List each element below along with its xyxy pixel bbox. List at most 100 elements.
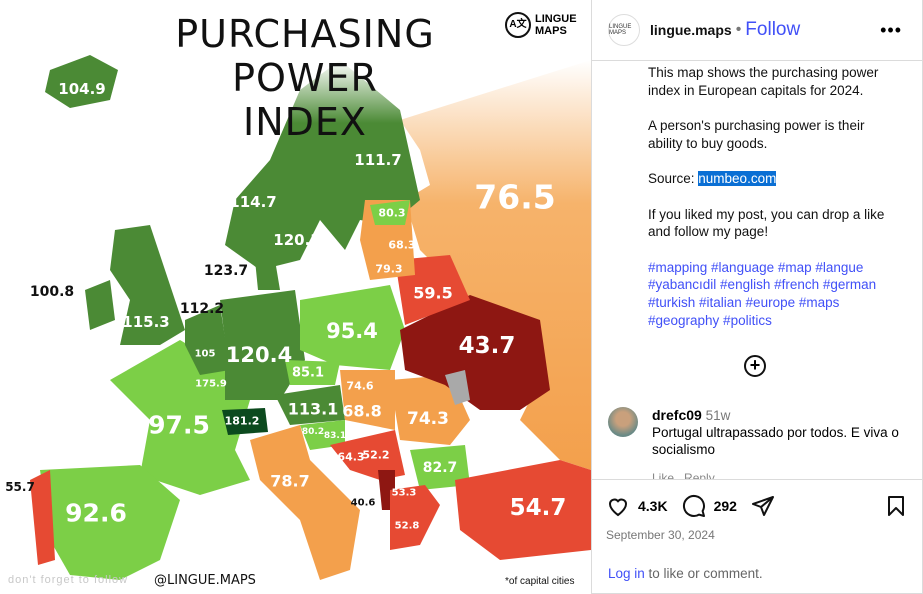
switzerland-shape: [222, 408, 268, 435]
caption: This map shows the purchasing power inde…: [648, 64, 898, 347]
label-belgium: 105: [194, 348, 216, 360]
login-link[interactable]: Log in: [608, 566, 645, 581]
caption-paragraph: A person's purchasing power is their abi…: [648, 118, 865, 151]
romania-shape: [390, 375, 470, 445]
comment-username[interactable]: drefc09: [652, 407, 702, 423]
moldova-shape: [445, 370, 470, 405]
comment-time: 51w: [705, 408, 731, 423]
germany-shape: [220, 290, 305, 400]
label-uk: 115.3: [122, 313, 170, 331]
balkans-west-shape: [300, 420, 345, 450]
iceland-shape: [45, 55, 118, 108]
comment-count: 292: [713, 498, 737, 514]
label-czechia: 85.1: [291, 365, 325, 381]
hungary-slovakia-shape: [340, 370, 395, 430]
caption-paragraph: This map shows the purchasing power inde…: [648, 65, 879, 98]
label-switzerland: 181.2: [224, 414, 260, 428]
load-more-comments-icon[interactable]: +: [744, 355, 766, 377]
label-spain: 92.6: [65, 498, 127, 528]
label-portugal: 55.7: [5, 480, 35, 494]
footer-handle: @LINGUE.MAPS: [154, 573, 256, 588]
post-panel: LINGUE MAPS lingue.maps • Follow ••• Thi…: [591, 0, 923, 594]
bosnia-serbia-shape: [330, 430, 405, 480]
comment: drefc09 51w Portugal ultrapassado por to…: [608, 407, 912, 480]
footer-follow-text: don't forget to follow: [8, 574, 129, 586]
label-greece: 52.8: [394, 520, 420, 532]
czechia-shape: [285, 360, 340, 385]
label-turkey: 54.7: [509, 495, 567, 521]
uk-shape: [110, 225, 185, 345]
label-croatia: 83.1: [323, 431, 347, 441]
bookmark-icon[interactable]: [884, 494, 908, 518]
label-serbia: 52.2: [362, 448, 390, 462]
label-ireland: 100.8: [29, 284, 75, 300]
comment-like-button[interactable]: Like: [652, 471, 675, 480]
europe-map: [30, 55, 591, 580]
label-finland: 111.7: [354, 151, 402, 169]
label-hungary: 68.8: [342, 401, 382, 421]
source-label: Source:: [648, 171, 699, 187]
label-germany: 120.4: [225, 343, 293, 367]
benelux-shape: [185, 305, 230, 375]
greece-shape: [390, 485, 440, 550]
logo-text-2: MAPS: [535, 25, 567, 37]
login-prompt: Log in to like or comment.: [608, 566, 763, 581]
label-slovenia: 80.2: [301, 427, 325, 437]
login-text: to like or comment.: [644, 566, 763, 581]
label-lithuania: 79.3: [375, 262, 403, 276]
label-north-macedonia: 53.3: [391, 487, 417, 499]
comment-avatar[interactable]: [608, 407, 638, 437]
comment-icon[interactable]: [682, 494, 706, 518]
austria-shape: [275, 385, 345, 425]
label-ukraine: 43.7: [458, 333, 516, 359]
label-norway: 114.7: [229, 193, 277, 211]
post-header: LINGUE MAPS lingue.maps • Follow •••: [592, 0, 922, 61]
caption-source: Source: numbeo.com: [648, 170, 898, 188]
comment-text: Portugal ultrapassado por todos. E viva …: [652, 425, 899, 457]
logo-text-1: LINGUE: [535, 13, 577, 25]
username-link[interactable]: lingue.maps: [650, 22, 732, 38]
label-slovakia: 74.6: [346, 379, 374, 393]
share-icon[interactable]: [751, 494, 775, 518]
hashtags[interactable]: #mapping #language #map #langue #yabancı…: [648, 259, 877, 328]
spain-shape: [40, 465, 180, 580]
title-line-1: PURCHASING: [175, 12, 435, 56]
like-count: 4.3K: [638, 498, 668, 514]
label-poland: 95.4: [326, 319, 378, 343]
label-netherlands: 112.2: [179, 301, 225, 317]
bulgaria-shape: [410, 445, 470, 490]
ireland-shape: [85, 280, 115, 330]
caption-paragraph: If you liked my post, you can drop a lik…: [648, 206, 885, 240]
label-estonia: 80.3: [378, 206, 406, 220]
comment-reply-button[interactable]: Reply: [684, 471, 715, 480]
label-belarus: 59.5: [413, 283, 453, 303]
label-bulgaria: 82.7: [422, 460, 458, 476]
turkey-shape: [455, 460, 591, 560]
france-shape: [110, 340, 250, 495]
label-italy: 78.7: [270, 471, 310, 491]
title-line-2: POWER INDEX: [232, 56, 378, 144]
label-austria: 113.1: [287, 399, 339, 419]
map-title: PURCHASING POWER INDEX: [165, 12, 445, 144]
poland-shape: [300, 285, 405, 370]
avatar[interactable]: LINGUE MAPS: [608, 14, 640, 46]
post-date: September 30, 2024: [606, 528, 715, 542]
source-link[interactable]: numbeo.com: [698, 171, 777, 187]
label-france: 97.5: [148, 410, 210, 440]
lingue-maps-logo: A文 LINGUE MAPS: [505, 12, 577, 38]
label-denmark: 123.7: [203, 263, 249, 279]
label-romania: 74.3: [407, 409, 449, 429]
label-montenegro: 40.6: [350, 497, 376, 509]
label-latvia: 68.3: [388, 238, 416, 252]
label-bosnia: 64.3: [337, 450, 365, 464]
label-luxembourg: 175.9: [195, 378, 227, 390]
separator-dot: •: [735, 21, 742, 38]
more-options-icon[interactable]: •••: [880, 20, 902, 40]
estonia-shape: [370, 200, 410, 225]
action-bar: 4.3K 292 September 30, 2024: [592, 479, 922, 542]
footer-note: *of capital cities: [505, 576, 575, 587]
ukraine-shape: [400, 295, 550, 410]
follow-button[interactable]: Follow: [745, 19, 801, 40]
label-russia: 76.5: [474, 177, 556, 217]
heart-icon[interactable]: [606, 494, 630, 518]
